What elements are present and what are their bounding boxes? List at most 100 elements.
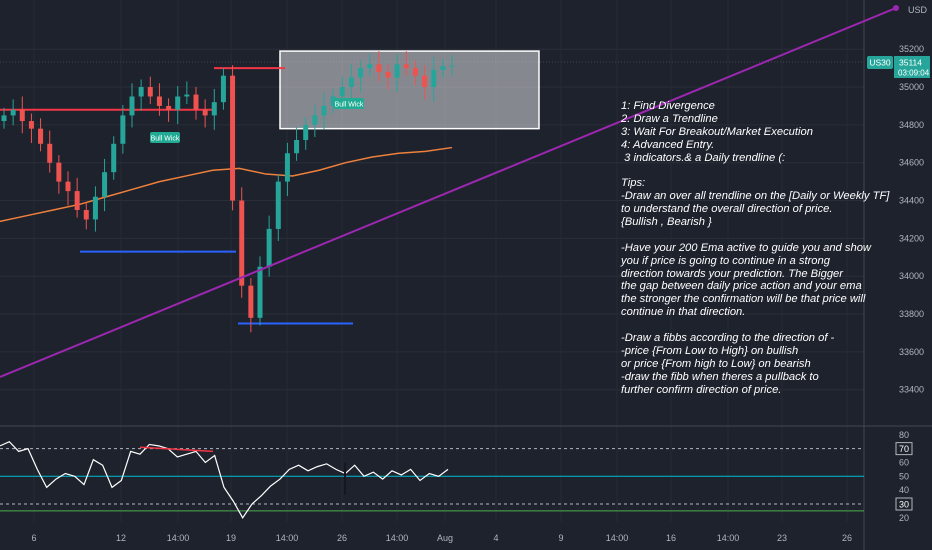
candle-body-3 xyxy=(28,121,34,129)
time-tick-label-10: 14:00 xyxy=(606,533,629,543)
candles xyxy=(1,51,455,333)
trendline xyxy=(0,5,899,378)
candle-body-36 xyxy=(330,96,336,106)
candle-body-5 xyxy=(47,143,53,163)
candle-body-23 xyxy=(211,102,217,116)
time-tick-label-13: 23 xyxy=(777,533,787,543)
candle-body-21 xyxy=(193,94,199,110)
symbol-badge xyxy=(867,56,893,69)
price-tick-label-6: 34000 xyxy=(899,271,924,281)
note-line-12: you if price is going to continue in a s… xyxy=(621,254,830,267)
note-line-2: 3: Wait For Breakout/Market Execution xyxy=(621,125,813,138)
candle-body-4 xyxy=(38,128,44,144)
rsi-tick-label-3: 50 xyxy=(899,471,909,481)
rsi-tick-label-4: 40 xyxy=(899,485,909,495)
note-line-22: further confirm direction of price. xyxy=(621,383,782,396)
candle-body-11 xyxy=(102,172,108,197)
note-line-17 xyxy=(621,319,921,332)
note-line-11: -Have your 200 Ema active to guide you a… xyxy=(621,241,871,254)
price-tick-label-4: 34400 xyxy=(899,196,924,206)
zone-box xyxy=(279,50,540,130)
note-line-6: Tips: xyxy=(621,177,646,190)
time-tick-label-5: 26 xyxy=(337,533,347,543)
note-line-13: direction towards your prediction. The B… xyxy=(621,267,843,280)
note-line-0: 1: Find Divergence xyxy=(621,100,715,112)
time-tick-label-0: 6 xyxy=(31,533,36,543)
candle-body-19 xyxy=(175,96,181,110)
symbol-label: US30 xyxy=(869,58,891,68)
time-tick-label-8: 4 xyxy=(493,533,498,543)
candle-body-38 xyxy=(348,77,354,88)
rsi-badge-30 xyxy=(895,497,913,511)
time-tick-label-4: 14:00 xyxy=(276,533,299,543)
price-tick-label-1: 35000 xyxy=(899,82,924,92)
rsi-pane xyxy=(0,440,864,519)
note-line-3: 4: Advanced Entry. xyxy=(621,138,715,151)
last-price-label: 35114 xyxy=(899,58,922,68)
time-tick-label-9: 9 xyxy=(558,533,563,543)
candle-body-34 xyxy=(312,115,318,125)
time-tick-label-14: 26 xyxy=(842,533,852,543)
candle-body-27 xyxy=(248,285,254,318)
price-tick-label-0: 35200 xyxy=(899,44,924,54)
price-tick-label-9: 33400 xyxy=(899,385,924,395)
bull-wick-label-0: Bull Wick xyxy=(151,136,180,143)
candle-body-7 xyxy=(65,181,71,192)
note-line-1: 2. Draw a Trendline xyxy=(621,112,718,125)
note-line-10 xyxy=(621,229,921,242)
candle-body-48 xyxy=(440,66,446,70)
candle-body-20 xyxy=(184,94,190,97)
candle-body-17 xyxy=(156,96,162,106)
candle-body-0 xyxy=(1,115,7,122)
note-line-20: or price {From high to Low} on bearish xyxy=(621,357,811,370)
wick-labels: Bull Wick Bull Wick xyxy=(150,98,364,143)
last-price-badge xyxy=(894,56,930,78)
bull-wick-badge-1 xyxy=(334,98,364,109)
time-tick-label-7: Aug xyxy=(437,533,453,543)
note-line-14: the gap between daily price action and y… xyxy=(621,280,862,293)
candle-body-49 xyxy=(449,65,455,67)
note-line-19: -price {From Low to High} on bullish xyxy=(621,344,799,357)
candle-body-30 xyxy=(275,181,281,229)
candle-body-12 xyxy=(111,143,117,173)
strategy-notes: 1: Find Divergence 2. Draw a Trendline 3: … xyxy=(621,100,921,396)
candle-body-13 xyxy=(120,115,126,144)
candle-body-28 xyxy=(257,266,263,318)
bull-wick-badge-0 xyxy=(150,132,180,143)
candle-body-45 xyxy=(412,68,418,76)
price-tick-label-7: 33800 xyxy=(899,309,924,319)
candle-body-2 xyxy=(19,109,25,122)
candle-body-9 xyxy=(83,210,89,220)
price-tick-label-5: 34200 xyxy=(899,233,924,243)
candle-body-47 xyxy=(431,70,437,88)
candle-body-41 xyxy=(376,64,382,72)
candle-body-24 xyxy=(220,75,226,103)
candle-body-8 xyxy=(74,191,80,210)
candle-body-43 xyxy=(394,64,400,78)
price-tick-label-2: 34800 xyxy=(899,120,924,130)
time-tick-label-6: 14:00 xyxy=(386,533,409,543)
note-line-7: -Draw an over all trendline on the [Dail… xyxy=(621,190,890,203)
note-line-9: {Bullish , Bearish } xyxy=(621,216,712,229)
daily-trendline xyxy=(0,7,897,378)
time-tick-label-12: 14:00 xyxy=(717,533,740,543)
rsi-badge-70 xyxy=(895,442,913,456)
rsi-tick-label-6: 20 xyxy=(899,513,909,523)
currency-label: USD xyxy=(908,5,928,15)
bull-wick-label-1: Bull Wick xyxy=(335,102,364,109)
candle-body-32 xyxy=(294,140,300,154)
rsi-divergence-line xyxy=(139,446,214,453)
candle-body-1 xyxy=(10,109,16,116)
note-line-5 xyxy=(621,164,921,177)
note-line-16: continue in that direction. xyxy=(621,306,746,319)
rsi-badge-label-70: 70 xyxy=(899,444,909,454)
candle-body-46 xyxy=(422,75,428,88)
note-line-8: to understand the overall direction of p… xyxy=(621,203,833,216)
candle-body-44 xyxy=(403,64,409,69)
note-line-18: -Draw a fibbs according to the direction… xyxy=(621,332,835,345)
price-tick-label-3: 34600 xyxy=(899,158,924,168)
candle-body-37 xyxy=(339,87,345,97)
candle-body-18 xyxy=(166,105,172,110)
note-line-21: -draw the fibb when theres a pullback to xyxy=(621,370,819,383)
